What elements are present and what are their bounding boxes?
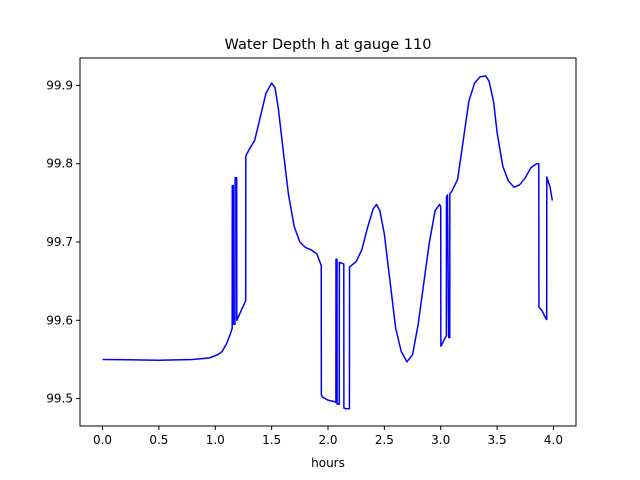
plot-area	[102, 75, 554, 410]
x-tick-label: 2.5	[375, 433, 394, 447]
x-tick-label: 3.5	[488, 433, 507, 447]
x-tick-label: 2.0	[318, 433, 337, 447]
x-axis: 0.0 0.5 1.0 1.5 2.0 2.5 3.0 3.5 4.0	[93, 426, 563, 447]
y-tick-label: 99.7	[46, 235, 73, 249]
y-tick-label: 99.8	[46, 157, 73, 171]
y-tick-label: 99.6	[46, 313, 73, 327]
chart-title: Water Depth h at gauge 110	[225, 37, 432, 53]
series-line	[102, 75, 554, 410]
x-tick-label: 0.0	[93, 433, 112, 447]
x-tick-label: 1.5	[262, 433, 281, 447]
y-axis: 99.5 99.6 99.7 99.8 99.9	[46, 78, 80, 406]
y-tick-label: 99.9	[46, 78, 73, 92]
y-tick-label: 99.5	[46, 392, 73, 406]
x-tick-label: 0.5	[149, 433, 168, 447]
x-axis-label: hours	[311, 456, 345, 470]
x-tick-label: 4.0	[544, 433, 563, 447]
x-tick-label: 3.0	[431, 433, 450, 447]
plot-frame	[79, 57, 577, 427]
x-tick-label: 1.0	[206, 433, 225, 447]
